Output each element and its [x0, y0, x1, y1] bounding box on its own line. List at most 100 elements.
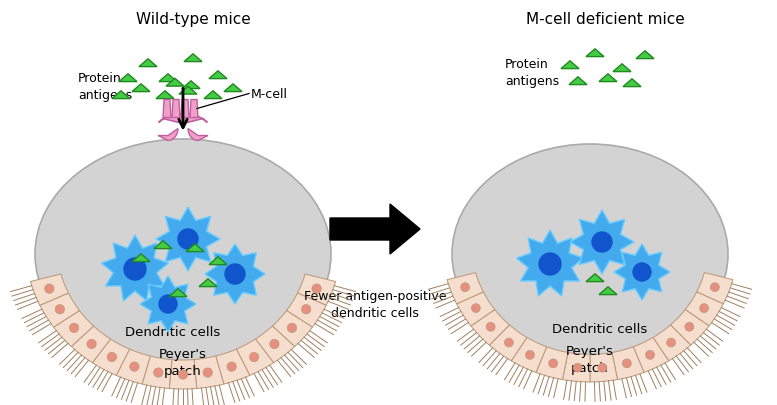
Polygon shape — [457, 292, 495, 326]
Polygon shape — [112, 92, 130, 99]
Polygon shape — [586, 50, 604, 58]
Text: Dendritic cells: Dendritic cells — [125, 326, 221, 339]
Polygon shape — [204, 92, 222, 99]
Polygon shape — [102, 235, 169, 301]
Polygon shape — [685, 292, 723, 326]
Polygon shape — [209, 257, 227, 265]
Polygon shape — [119, 75, 137, 82]
Circle shape — [710, 283, 720, 292]
Polygon shape — [40, 293, 79, 327]
Polygon shape — [172, 100, 180, 118]
Text: Wild-type mice: Wild-type mice — [136, 12, 250, 27]
Circle shape — [461, 283, 469, 292]
Circle shape — [633, 263, 651, 281]
Polygon shape — [71, 326, 110, 363]
Polygon shape — [570, 211, 634, 274]
Text: Protein
antigens: Protein antigens — [78, 72, 132, 102]
Polygon shape — [636, 52, 654, 60]
Polygon shape — [614, 244, 670, 300]
Circle shape — [159, 295, 177, 313]
Polygon shape — [298, 274, 336, 305]
Polygon shape — [159, 75, 177, 82]
Text: Peyer's
patch: Peyer's patch — [566, 344, 614, 374]
Circle shape — [87, 339, 96, 349]
Polygon shape — [140, 276, 196, 332]
Circle shape — [55, 305, 64, 314]
Polygon shape — [517, 230, 584, 296]
Text: Protein
antigens: Protein antigens — [505, 58, 559, 88]
Text: Fewer antigen-positive
dendritic cells: Fewer antigen-positive dendritic cells — [304, 289, 446, 319]
Polygon shape — [563, 353, 590, 382]
Polygon shape — [613, 65, 631, 72]
Polygon shape — [256, 326, 294, 363]
Polygon shape — [92, 339, 130, 375]
Circle shape — [179, 370, 187, 379]
Circle shape — [646, 351, 654, 359]
Polygon shape — [216, 349, 249, 384]
Polygon shape — [599, 287, 617, 295]
Polygon shape — [184, 55, 202, 62]
Circle shape — [573, 363, 582, 372]
Polygon shape — [569, 78, 587, 85]
Polygon shape — [169, 289, 187, 297]
Polygon shape — [447, 273, 483, 304]
Polygon shape — [188, 129, 208, 141]
Polygon shape — [190, 100, 198, 118]
Circle shape — [203, 368, 212, 377]
Polygon shape — [166, 79, 184, 87]
Polygon shape — [536, 347, 568, 379]
Circle shape — [107, 352, 117, 362]
Polygon shape — [186, 244, 204, 252]
Circle shape — [504, 338, 514, 347]
Polygon shape — [142, 356, 172, 388]
Polygon shape — [30, 274, 68, 305]
Circle shape — [225, 264, 245, 284]
Polygon shape — [54, 311, 93, 347]
Polygon shape — [209, 72, 227, 79]
Polygon shape — [156, 92, 174, 99]
Circle shape — [124, 258, 146, 280]
Text: M-cell: M-cell — [251, 88, 288, 101]
Polygon shape — [471, 310, 510, 345]
Circle shape — [270, 339, 279, 349]
Polygon shape — [273, 311, 312, 347]
Polygon shape — [169, 360, 197, 389]
Circle shape — [301, 305, 311, 314]
Polygon shape — [490, 325, 527, 361]
Polygon shape — [179, 87, 197, 95]
Polygon shape — [236, 339, 274, 375]
Polygon shape — [181, 100, 189, 118]
Polygon shape — [590, 353, 618, 382]
Text: M-cell deficient mice: M-cell deficient mice — [525, 12, 685, 27]
Polygon shape — [205, 244, 265, 304]
Circle shape — [622, 359, 631, 368]
Polygon shape — [612, 347, 644, 379]
Circle shape — [312, 284, 321, 294]
Polygon shape — [633, 338, 669, 373]
Polygon shape — [194, 356, 224, 388]
Polygon shape — [697, 273, 733, 304]
Polygon shape — [224, 85, 242, 92]
Circle shape — [130, 362, 139, 371]
Polygon shape — [139, 60, 157, 67]
Circle shape — [539, 254, 561, 275]
Circle shape — [287, 324, 297, 333]
Polygon shape — [117, 349, 150, 384]
Ellipse shape — [452, 145, 728, 364]
Circle shape — [69, 324, 78, 333]
Polygon shape — [132, 254, 150, 262]
Circle shape — [592, 232, 612, 252]
Polygon shape — [199, 279, 217, 287]
Text: Peyer's
patch: Peyer's patch — [159, 347, 207, 377]
Polygon shape — [671, 310, 709, 345]
Circle shape — [549, 359, 558, 368]
Polygon shape — [561, 62, 579, 69]
Circle shape — [685, 322, 694, 331]
Text: Dendritic cells: Dendritic cells — [552, 323, 647, 336]
Polygon shape — [156, 207, 220, 271]
FancyArrow shape — [330, 205, 420, 254]
Circle shape — [178, 230, 198, 249]
Polygon shape — [163, 100, 171, 118]
Ellipse shape — [35, 140, 331, 369]
Circle shape — [227, 362, 236, 371]
